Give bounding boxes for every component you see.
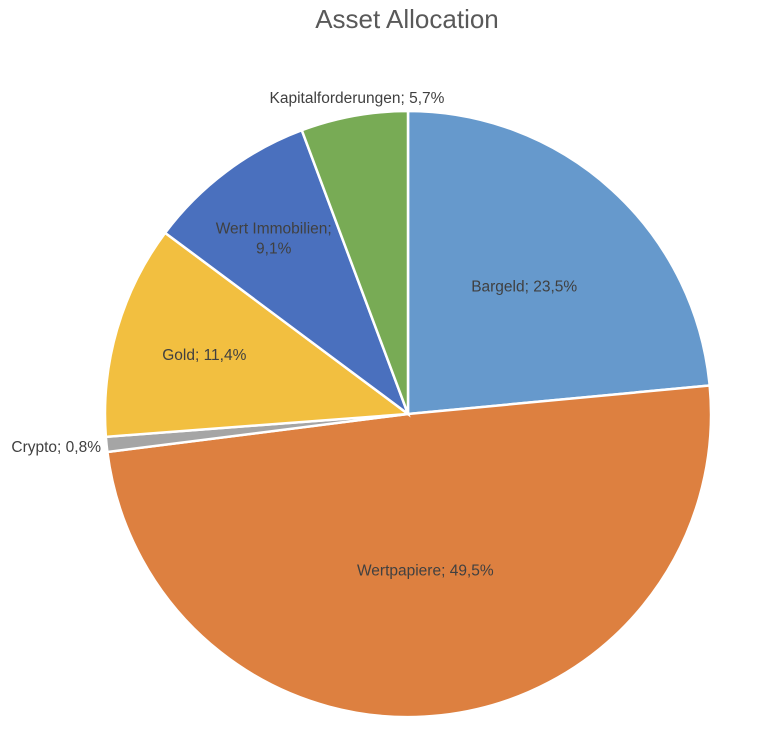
chart-title: Asset Allocation [315, 4, 499, 34]
data-label-kapitalforderungen: Kapitalforderungen; 5,7% [270, 90, 445, 107]
pie-outline [104, 110, 712, 718]
data-label-bargeld: Bargeld; 23,5% [471, 278, 577, 295]
data-label-wert-immobilien: Wert Immobilien; 9,1% [216, 220, 332, 257]
data-label-wertpapiere: Wertpapiere; 49,5% [357, 563, 494, 580]
pie-slice-bargeld [406, 109, 712, 416]
data-label-gold: Gold; 11,4% [162, 347, 246, 364]
pie-labels: Bargeld; 23,5% Wertpapiere; 49,5% Crypto; … [11, 90, 577, 580]
data-label-crypto: Crypto; 0,8% [11, 439, 101, 456]
pie-slices [103, 109, 713, 719]
